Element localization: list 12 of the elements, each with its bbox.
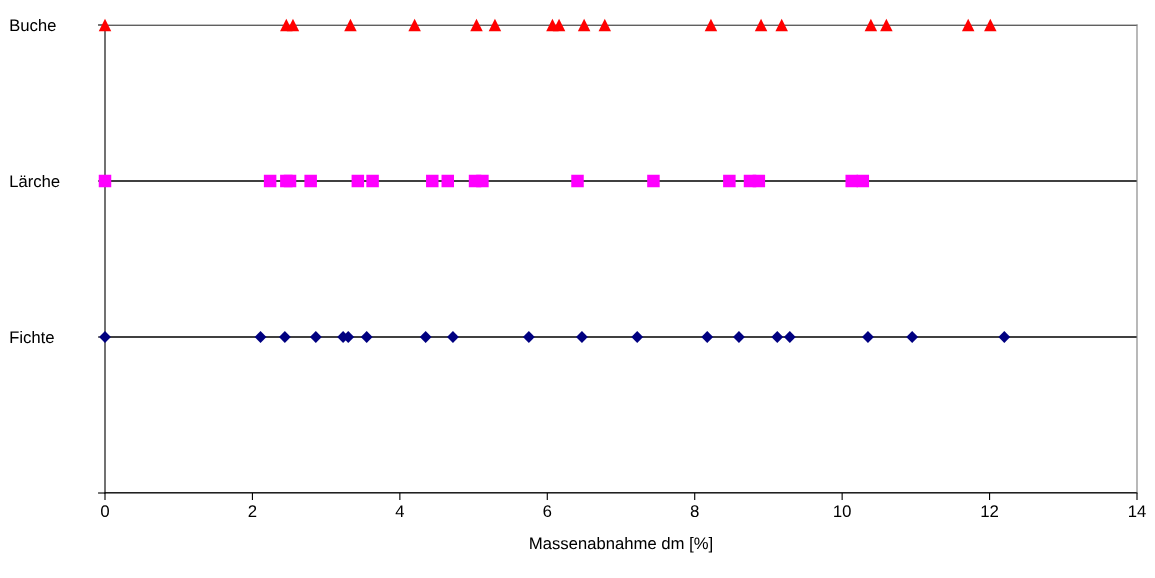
y-tick-label: Fichte (10, 330, 54, 344)
x-tick-label: 8 (690, 505, 699, 518)
x-tick-label: 10 (834, 505, 851, 518)
x-tick-label: 2 (248, 505, 257, 517)
y-tick-label: Lärche (10, 174, 60, 188)
x-tick-label: 4 (395, 505, 404, 517)
x-tick-label: 6 (543, 505, 552, 518)
x-axis-title: Massenabnahme dm [%] (530, 537, 712, 553)
x-tick-label: 0 (101, 505, 109, 518)
x-tick-label: 14 (1129, 505, 1146, 517)
x-tick-label: 12 (981, 505, 998, 517)
y-tick-label: Buche (10, 18, 56, 32)
